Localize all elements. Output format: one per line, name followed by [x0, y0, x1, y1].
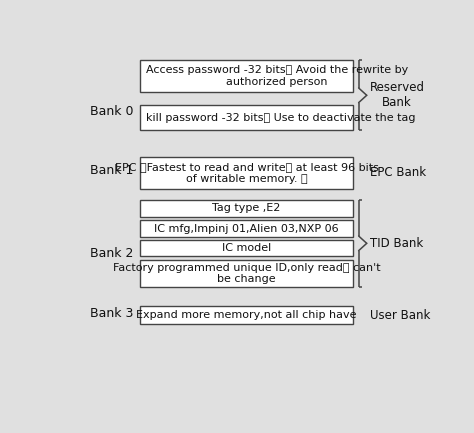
Text: Reserved
Bank: Reserved Bank: [370, 81, 425, 109]
Text: Bank 1: Bank 1: [91, 164, 134, 177]
FancyBboxPatch shape: [140, 260, 353, 287]
Text: Bank 3: Bank 3: [91, 307, 134, 320]
FancyBboxPatch shape: [140, 220, 353, 237]
Text: Expand more memory,not all chip have: Expand more memory,not all chip have: [137, 310, 357, 320]
FancyBboxPatch shape: [140, 105, 353, 130]
Text: Access password -32 bits， Avoid the rewrite by
authorized person: Access password -32 bits， Avoid the rewr…: [146, 65, 408, 87]
FancyBboxPatch shape: [140, 307, 353, 324]
Text: Bank 2: Bank 2: [91, 247, 134, 260]
Text: EPC （Fastest to read and write， at least 96 bits
of writable memory. ）: EPC （Fastest to read and write， at least…: [115, 162, 379, 184]
FancyBboxPatch shape: [140, 240, 353, 256]
Text: User Bank: User Bank: [370, 309, 430, 322]
Text: Bank 0: Bank 0: [91, 106, 134, 119]
Text: IC mfg,Impinj 01,Alien 03,NXP 06: IC mfg,Impinj 01,Alien 03,NXP 06: [154, 224, 339, 234]
Text: Tag type ,E2: Tag type ,E2: [212, 204, 281, 213]
Text: Factory programmed unique ID,only read， can't
be change: Factory programmed unique ID,only read， …: [113, 262, 381, 284]
FancyBboxPatch shape: [140, 60, 353, 92]
Text: IC model: IC model: [222, 243, 271, 253]
FancyBboxPatch shape: [140, 200, 353, 217]
FancyBboxPatch shape: [140, 157, 353, 189]
Text: kill password -32 bits， Use to deactivate the tag: kill password -32 bits， Use to deactivat…: [146, 113, 415, 123]
Text: TID Bank: TID Bank: [370, 237, 423, 250]
Text: EPC Bank: EPC Bank: [370, 166, 426, 179]
